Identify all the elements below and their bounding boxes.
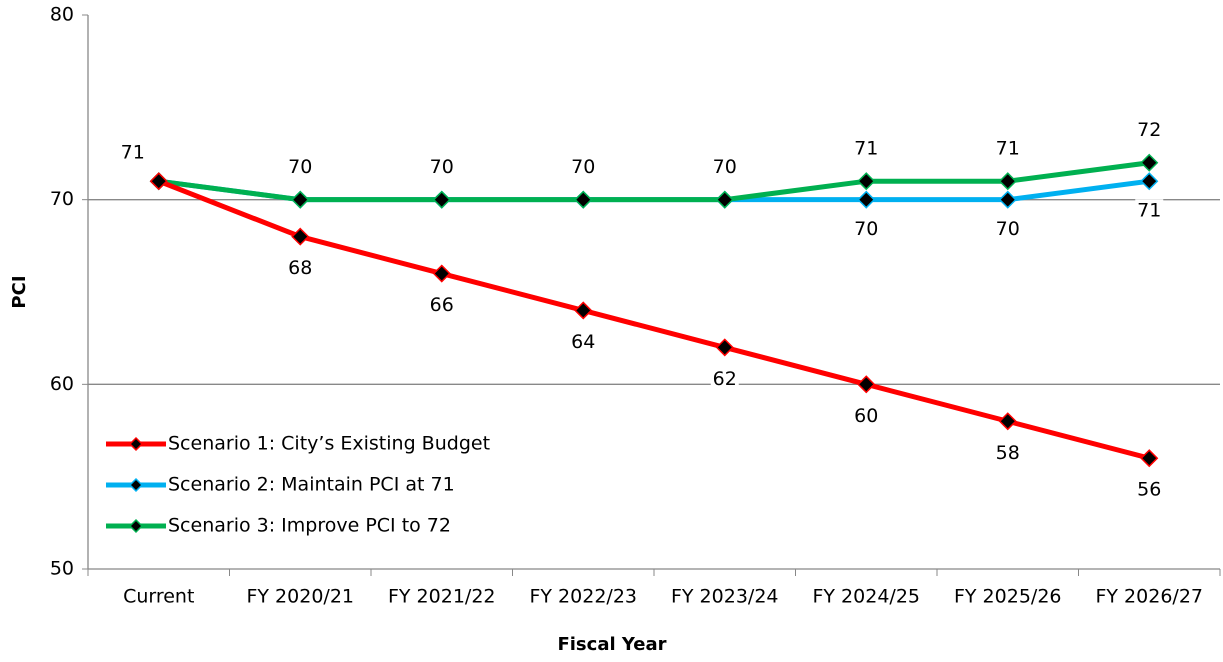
data-label: 70 xyxy=(430,156,454,178)
marker xyxy=(1140,172,1159,191)
data-label: 70 xyxy=(713,156,737,178)
marker xyxy=(432,264,451,283)
x-tick-label: FY 2023/24 xyxy=(671,586,779,608)
x-tick-label: Current xyxy=(123,586,194,608)
label-bg xyxy=(1135,118,1164,143)
legend-label: Scenario 3: Improve PCI to 72 xyxy=(168,515,451,537)
label-bg xyxy=(1135,478,1164,503)
legend-marker xyxy=(128,436,144,452)
data-label: 56 xyxy=(1137,479,1161,501)
marker xyxy=(857,375,876,394)
y-tick-label: 80 xyxy=(50,4,74,26)
marker xyxy=(1140,153,1159,172)
marker xyxy=(574,190,593,209)
label-bg xyxy=(852,217,881,242)
label-bg xyxy=(427,293,456,318)
legend-marker xyxy=(128,477,144,493)
x-tick-label: FY 2025/26 xyxy=(954,586,1062,608)
x-tick-label: FY 2022/23 xyxy=(529,586,637,608)
y-axis-label: PCI xyxy=(9,275,30,308)
marker xyxy=(715,338,734,357)
label-bg xyxy=(286,155,315,180)
data-label: 71 xyxy=(1137,200,1161,222)
data-label: 62 xyxy=(713,368,737,390)
legend-label: Scenario 1: City’s Existing Budget xyxy=(168,433,490,455)
marker xyxy=(574,301,593,320)
data-label: 64 xyxy=(571,331,595,353)
label-bg xyxy=(993,441,1022,466)
data-label: 66 xyxy=(430,294,454,316)
label-bg xyxy=(993,137,1022,162)
label-bg xyxy=(1135,199,1164,224)
series-line xyxy=(158,178,1150,203)
data-label: 72 xyxy=(1137,119,1161,141)
label-bg xyxy=(569,330,598,355)
marker xyxy=(432,190,451,209)
label-bg xyxy=(710,367,739,392)
marker xyxy=(857,172,876,191)
marker xyxy=(998,412,1017,431)
data-label: 71 xyxy=(996,138,1020,160)
marker xyxy=(857,190,876,209)
legend-label: Scenario 2: Maintain PCI at 71 xyxy=(168,474,455,496)
y-tick-label: 70 xyxy=(50,188,74,210)
data-label: 58 xyxy=(996,442,1020,464)
label-bg xyxy=(993,217,1022,242)
data-label: 71 xyxy=(854,138,878,160)
data-label: 70 xyxy=(854,218,878,240)
marker xyxy=(998,172,1017,191)
label-bg xyxy=(852,404,881,429)
x-tick-label: FY 2020/21 xyxy=(246,586,354,608)
label-bg xyxy=(710,155,739,180)
label-bg xyxy=(286,256,315,281)
label-bg xyxy=(852,137,881,162)
y-tick-label: 60 xyxy=(50,373,74,395)
legend-marker xyxy=(128,518,144,534)
data-label: 68 xyxy=(288,257,312,279)
x-axis-label: Fiscal Year xyxy=(557,634,666,655)
marker xyxy=(291,190,310,209)
marker xyxy=(291,227,310,246)
y-tick-label: 50 xyxy=(50,558,74,580)
marker xyxy=(715,190,734,209)
data-label: 70 xyxy=(288,156,312,178)
series-line xyxy=(157,178,1150,461)
marker xyxy=(1140,449,1159,468)
data-label: 70 xyxy=(571,156,595,178)
label-bg xyxy=(569,155,598,180)
data-label: 70 xyxy=(996,218,1020,240)
data-label: 60 xyxy=(854,405,878,427)
x-tick-label: FY 2024/25 xyxy=(812,586,920,608)
label-bg xyxy=(427,155,456,180)
label-bg xyxy=(118,141,147,166)
marker xyxy=(998,190,1017,209)
series-line xyxy=(158,160,1150,203)
x-tick-label: FY 2026/27 xyxy=(1095,586,1203,608)
data-label: 71 xyxy=(121,142,145,164)
x-tick-label: FY 2021/22 xyxy=(388,586,496,608)
marker xyxy=(149,172,168,191)
